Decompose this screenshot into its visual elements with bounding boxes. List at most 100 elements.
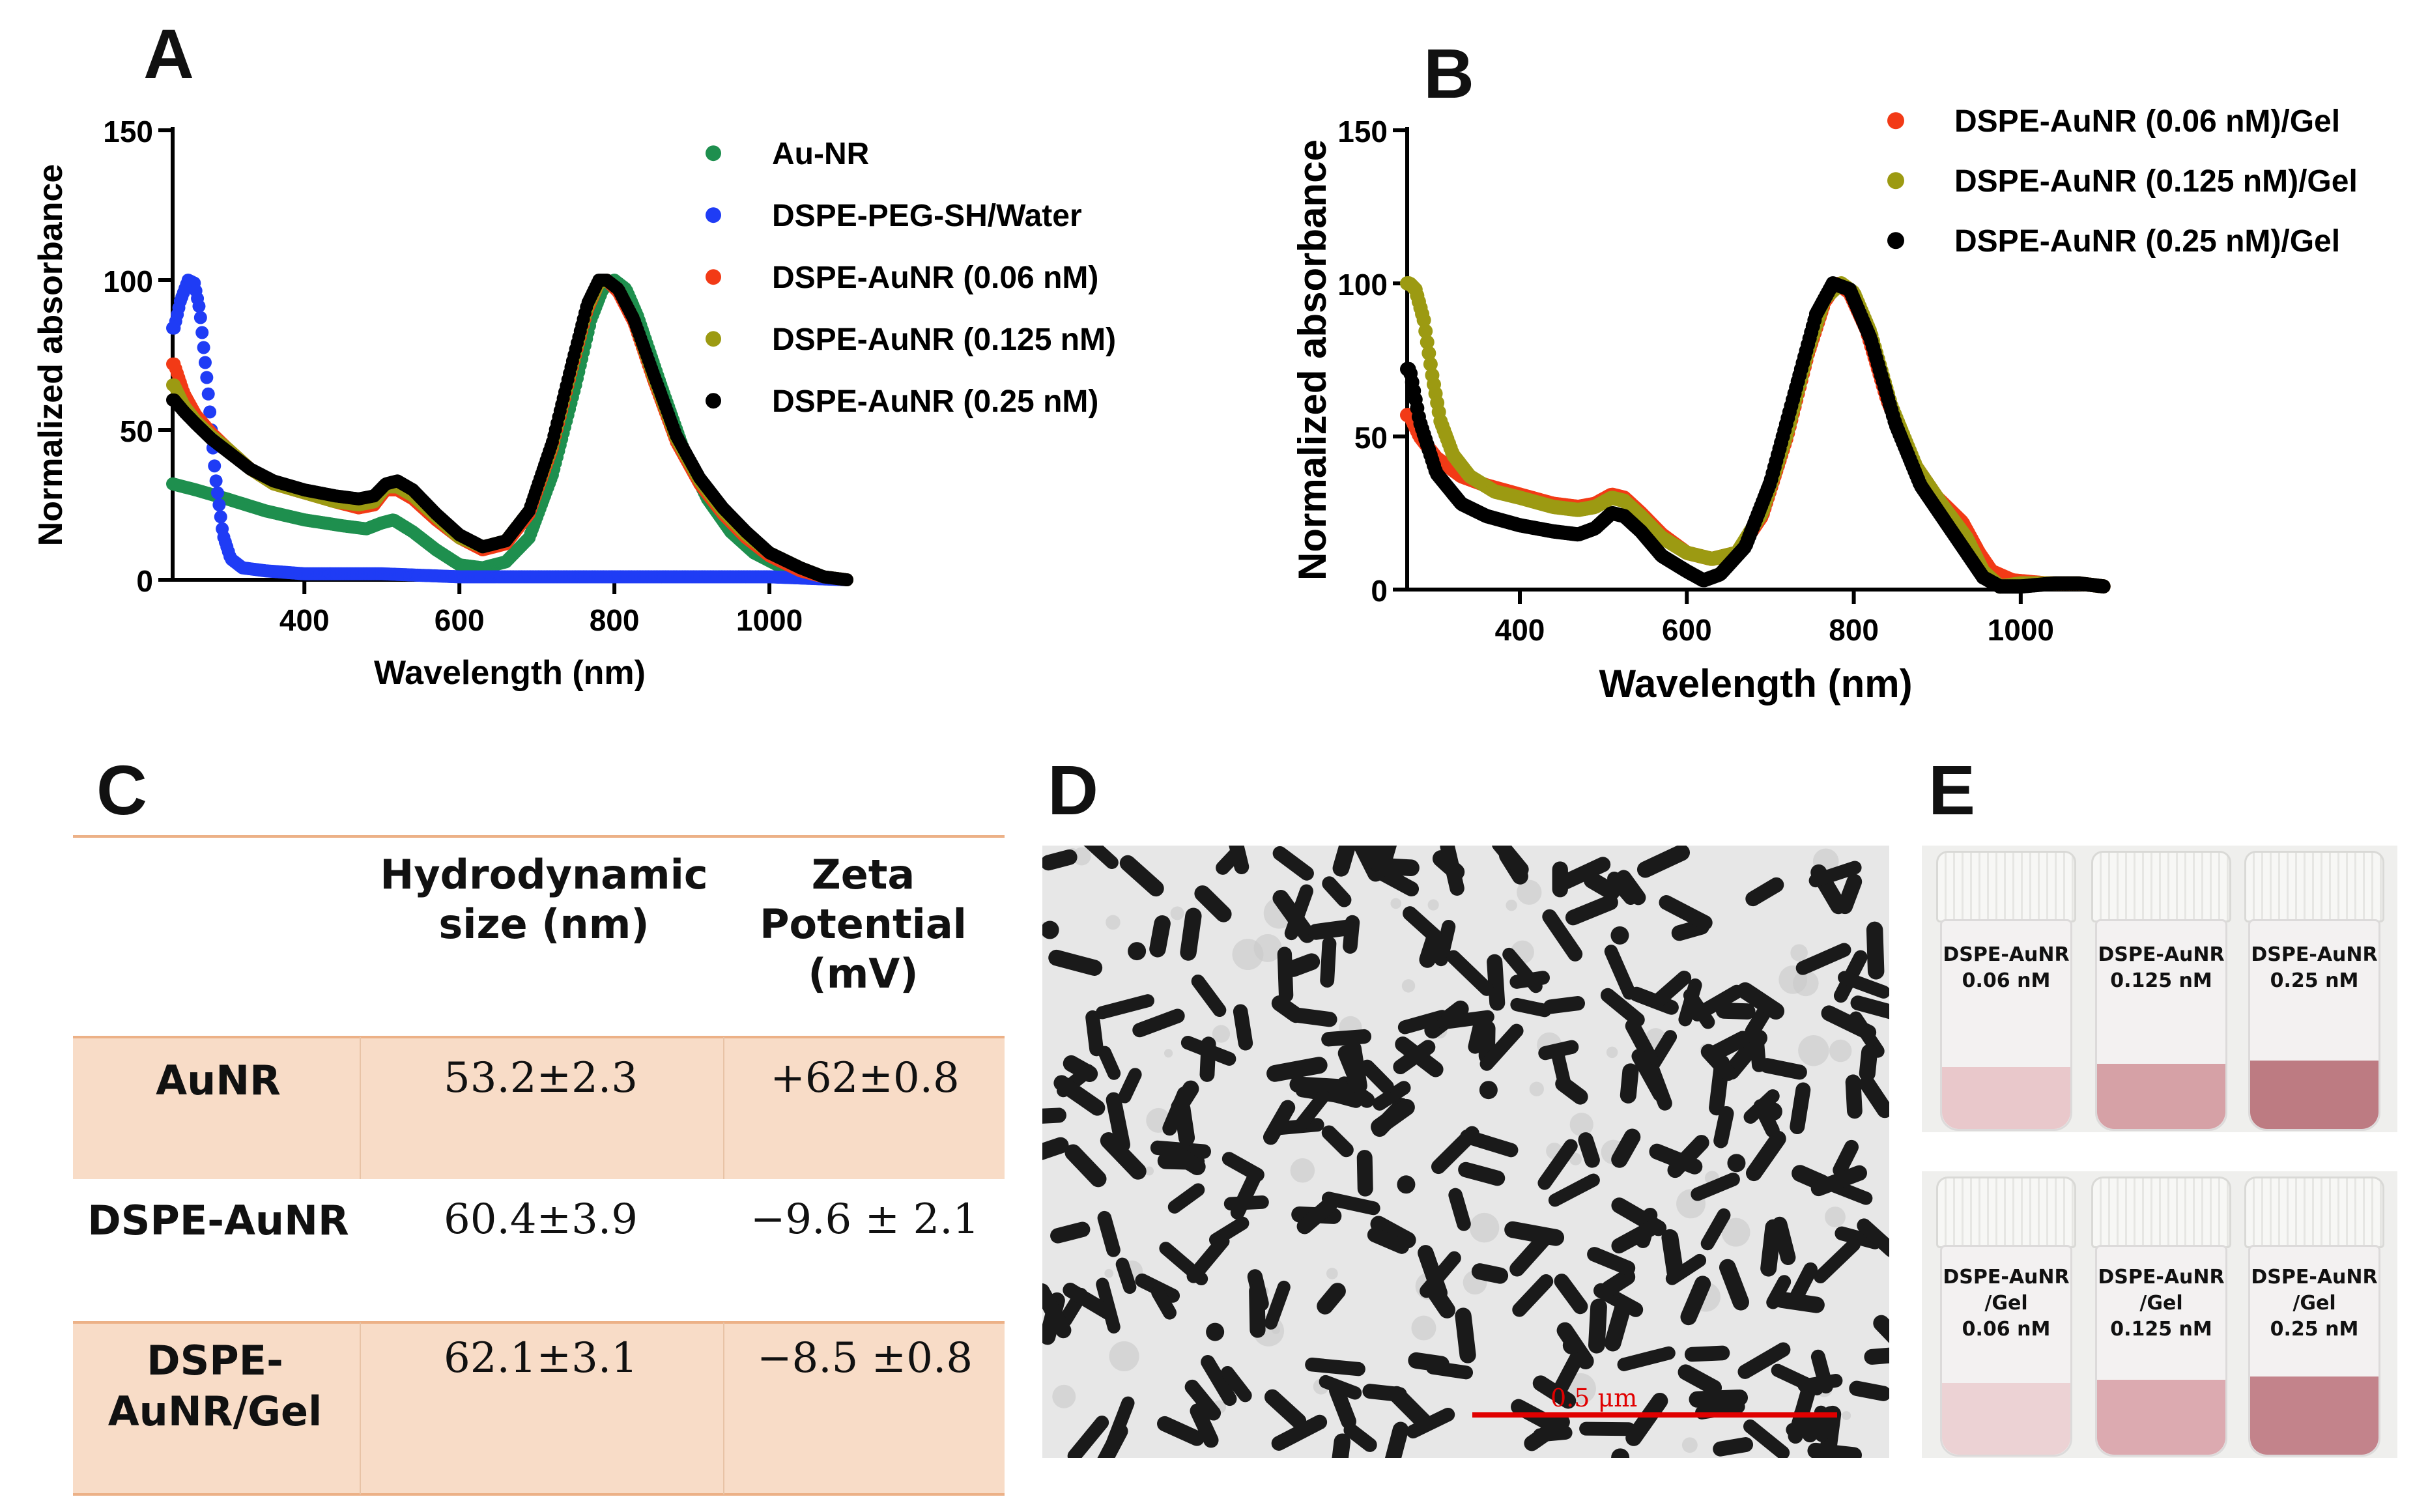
background-speck <box>1721 1218 1750 1247</box>
nanorod <box>1713 1437 1754 1457</box>
nanorod <box>1790 1082 1811 1135</box>
nanosphere <box>1764 1102 1782 1121</box>
cell-zeta-dspe-aunr: −9.6 ± 2.1 <box>750 1195 980 1244</box>
data-point <box>197 341 210 354</box>
nanosphere <box>1479 1081 1498 1100</box>
nanosphere <box>1562 1336 1581 1355</box>
vial-body <box>1940 1245 2072 1457</box>
nanorod <box>1588 1298 1607 1354</box>
vial-label-line: /Gel <box>1984 1292 2028 1315</box>
y-tick-label: 150 <box>103 115 153 149</box>
nanorod <box>1221 1365 1252 1403</box>
x-axis-label: Wavelength (nm) <box>1599 662 1912 706</box>
nanorod <box>1743 1419 1790 1458</box>
nanorod <box>1678 1364 1722 1396</box>
data-point <box>1416 313 1431 328</box>
vial-label-line: DSPE-AuNR <box>2251 943 2378 966</box>
legend-marker <box>706 269 721 285</box>
nanorod <box>1446 950 1494 996</box>
nanorod <box>1319 1375 1362 1400</box>
nanorod <box>1838 971 1889 999</box>
y-tick-label: 100 <box>103 264 153 298</box>
nanorod <box>1180 1035 1236 1066</box>
data-point <box>840 573 853 586</box>
nanorod <box>1097 1210 1121 1257</box>
nanorod <box>1184 1379 1221 1421</box>
nanorod <box>1249 1283 1266 1338</box>
nanorod <box>1455 1307 1476 1363</box>
vial-cap <box>2091 851 2231 922</box>
panel-label-e: E <box>1928 750 1976 829</box>
nanorod <box>1223 1195 1269 1211</box>
scale-bar-label: 0.5 μm <box>1550 1384 1638 1412</box>
nanorod <box>1604 945 1636 1000</box>
legend-label: DSPE-AuNR (0.06 nM)/Gel <box>1954 104 2340 139</box>
table-row-shade <box>73 1322 1005 1494</box>
nanorod <box>1419 929 1443 968</box>
vial-cap <box>2244 851 2384 922</box>
legend-label: DSPE-AuNR (0.25 nM) <box>772 384 1098 419</box>
vial-cap <box>1936 1177 2076 1248</box>
nanorod <box>1190 1403 1219 1448</box>
nanorod <box>1064 1144 1107 1188</box>
nanorod <box>1850 995 1889 1020</box>
background-speck <box>1569 1152 1582 1165</box>
background-speck <box>1326 1268 1338 1279</box>
nanorod <box>1625 1018 1659 1068</box>
nanorod <box>1332 846 1360 877</box>
x-tick-label: 1000 <box>1988 613 2054 647</box>
nanorod <box>1713 1105 1734 1148</box>
nanorod <box>1512 1274 1554 1317</box>
nanorod <box>1360 1059 1394 1094</box>
nanorod <box>1367 846 1387 870</box>
background-speck <box>1052 1384 1076 1408</box>
nanorod <box>1343 1423 1377 1452</box>
nanorod <box>1491 846 1529 877</box>
y-axis-label: Normalized absorbance <box>1291 139 1334 580</box>
nanorod <box>1095 994 1154 1020</box>
cell-size-dspe-aunr: 60.4±3.9 <box>444 1195 638 1244</box>
nanorod <box>1393 1040 1436 1074</box>
x-tick-label: 400 <box>279 603 330 637</box>
x-tick-label: 600 <box>435 603 485 637</box>
vial-liquid <box>2250 1061 2378 1129</box>
nanorod <box>1115 1257 1137 1294</box>
table-divider <box>723 1322 724 1494</box>
vial-label: DSPE-AuNR /Gel 0.25 nM <box>2244 1264 2384 1343</box>
nanorod <box>1749 1033 1766 1072</box>
nanorod <box>1186 1234 1230 1283</box>
vial-label-line: 0.25 nM <box>2270 1318 2359 1341</box>
vial-label: DSPE-AuNR /Gel 0.06 nM <box>1936 1264 2076 1343</box>
nanorod <box>1543 996 1585 1014</box>
series-2 <box>1400 276 2111 594</box>
vial-photo-bottom: DSPE-AuNR /Gel 0.06 nM DSPE-AuNR /Gel 0.… <box>1922 1171 2397 1458</box>
nanorod <box>1631 1049 1668 1102</box>
nanorod <box>1601 1268 1636 1297</box>
nanorod <box>1408 1352 1450 1373</box>
vial-body <box>2095 1245 2227 1457</box>
series-3 <box>1400 276 2111 594</box>
vial-label-line: /Gel <box>2292 1292 2336 1315</box>
table-rule <box>73 1036 1005 1038</box>
vial-label-line: 0.125 nM <box>2110 1318 2212 1341</box>
nanorod <box>1661 1229 1684 1281</box>
y-tick-label: 0 <box>1371 574 1388 608</box>
y-tick-label: 50 <box>1354 421 1388 455</box>
panel-label-d: D <box>1048 750 1098 829</box>
series-1 <box>1400 276 2111 594</box>
nanorod <box>1106 1092 1130 1152</box>
nanorod <box>1810 1165 1867 1197</box>
legend-marker <box>706 207 721 223</box>
y-tick-label: 100 <box>1337 268 1388 302</box>
background-speck <box>1469 1212 1500 1243</box>
x-tick-label: 600 <box>1662 613 1712 647</box>
data-point <box>211 486 224 500</box>
nanorod <box>1201 1354 1237 1406</box>
nanorod <box>1857 1218 1889 1257</box>
vial-label-line: 0.125 nM <box>2110 969 2212 992</box>
background-speck <box>1569 1113 1593 1137</box>
data-point <box>195 326 209 339</box>
cell-zeta-dspe-aunr-gel: −8.5 ±0.8 <box>756 1334 973 1382</box>
nanorod <box>1715 1002 1756 1020</box>
nanorod <box>1533 1425 1573 1442</box>
